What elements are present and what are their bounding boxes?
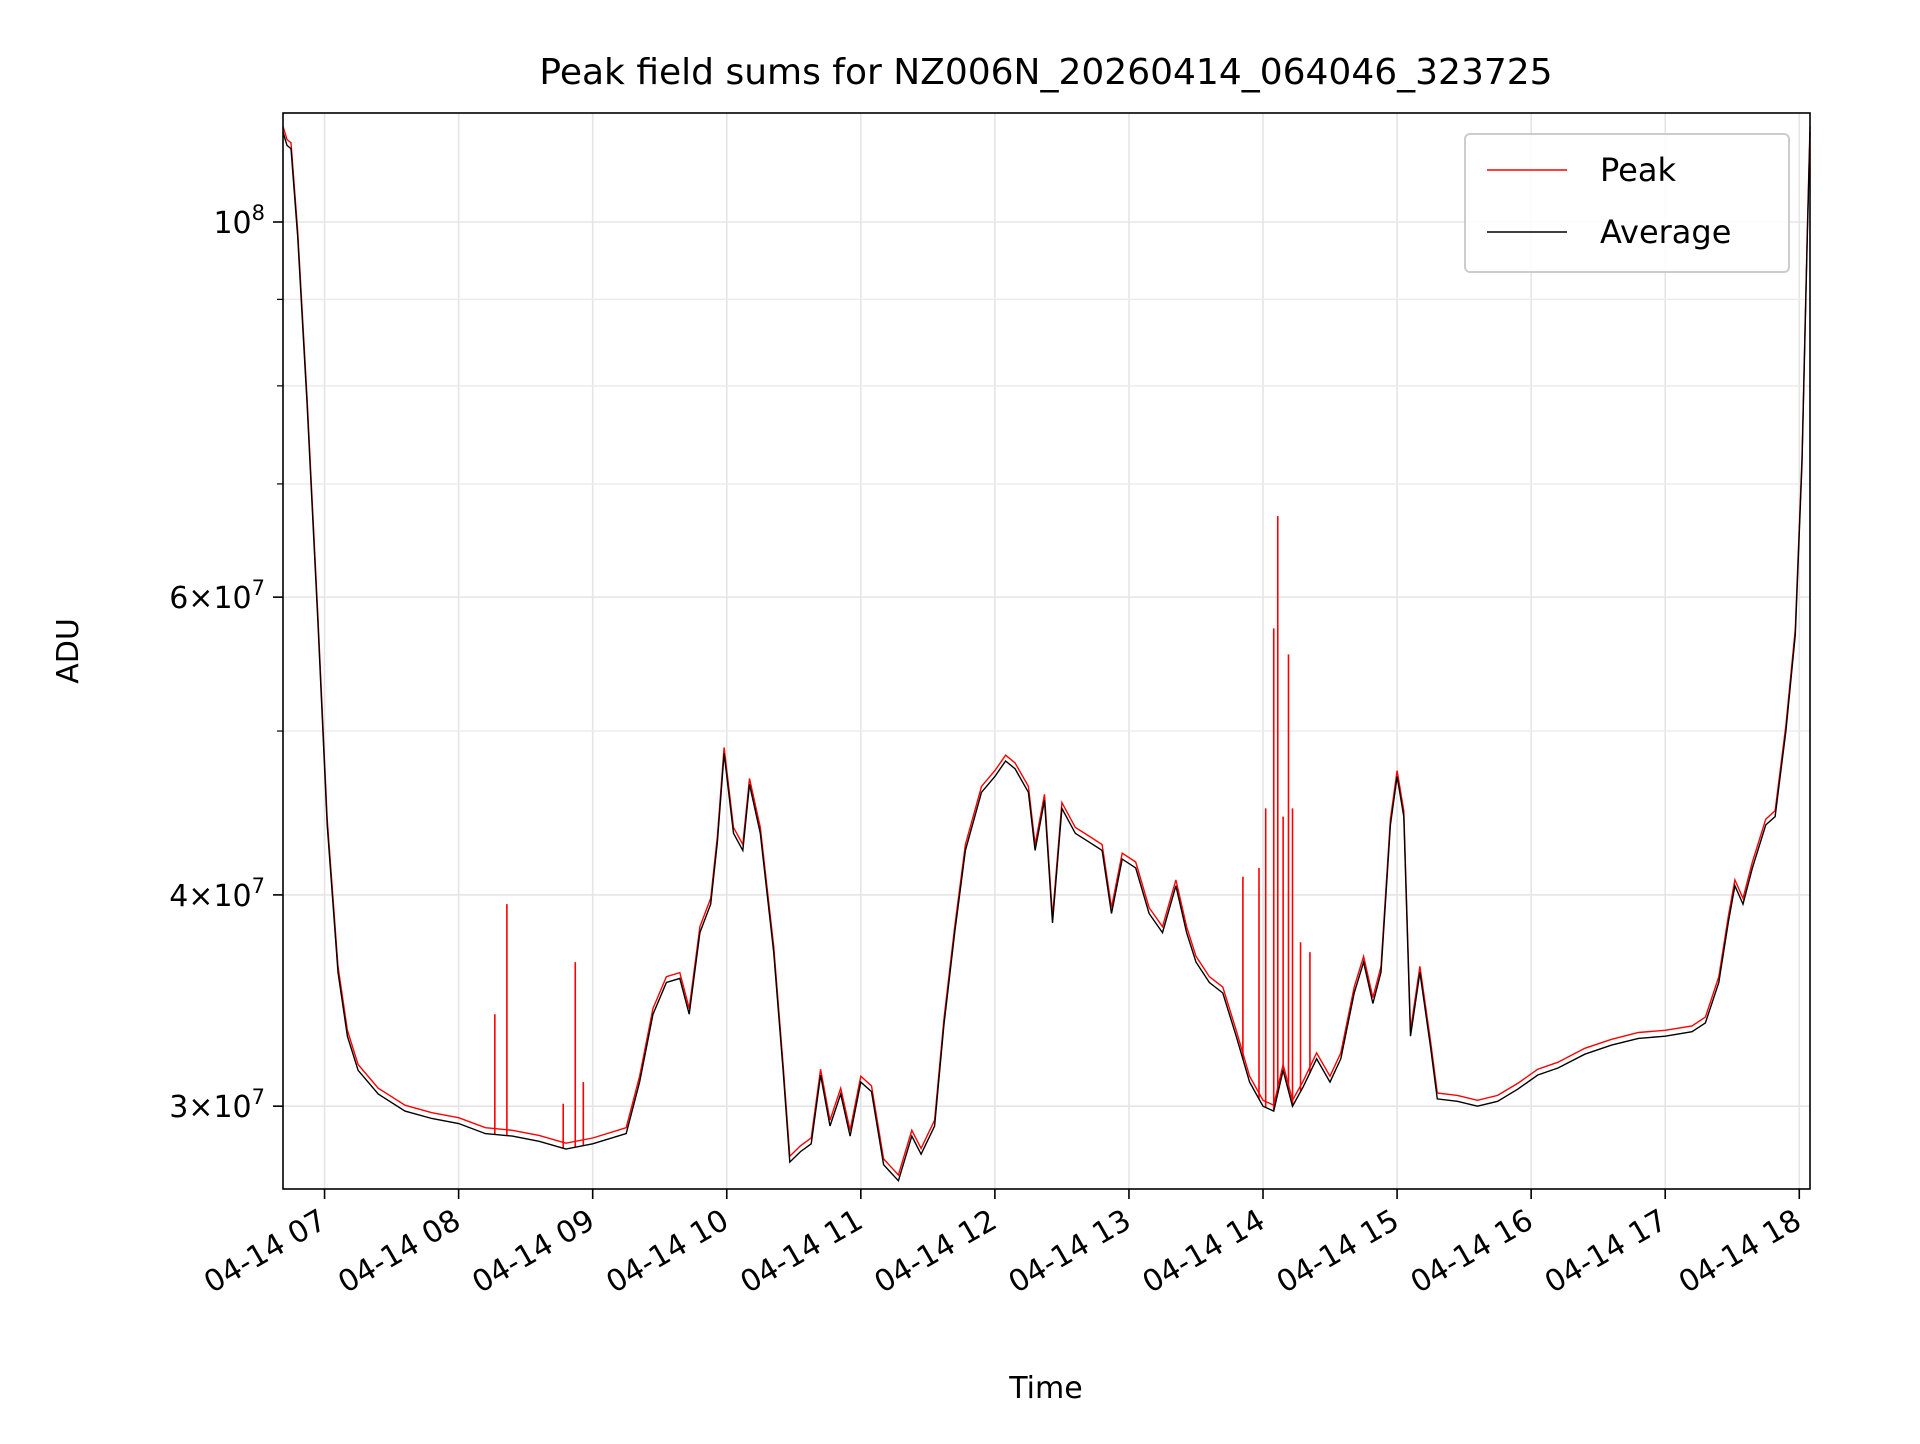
plot-frame	[282, 112, 1811, 1190]
y-tick-label: 108	[213, 201, 265, 241]
x-tick-label: 04-14 17	[1539, 1203, 1673, 1301]
series-layer	[282, 126, 1811, 1183]
legend-label-average: Average	[1600, 213, 1731, 251]
x-tick-label: 04-14 14	[1137, 1203, 1271, 1301]
x-axis: 04-14 07 04-14 08 04-14 09 04-14 10 04-14 11…	[198, 1189, 1807, 1301]
y-tick-label: 4×107	[169, 874, 265, 914]
y-axis-label: ADU	[51, 618, 86, 684]
x-axis-label: Time	[1008, 1371, 1082, 1406]
series-line-average	[282, 131, 1811, 1183]
x-tick-label: 04-14 11	[735, 1203, 869, 1301]
x-tick-label: 04-14 12	[869, 1203, 1003, 1301]
grid	[283, 113, 1810, 1189]
x-tick-label: 04-14 08	[332, 1203, 466, 1301]
x-tick-label: 04-14 13	[1003, 1203, 1137, 1301]
x-tick-label: 04-14 09	[466, 1203, 600, 1301]
peak-spikes	[494, 516, 1311, 1149]
series-line-peak	[282, 126, 1811, 1177]
x-tick-label: 04-14 16	[1405, 1203, 1539, 1301]
x-tick-label: 04-14 07	[198, 1203, 332, 1301]
legend-box	[1464, 133, 1790, 273]
legend: Peak Average	[1464, 133, 1790, 273]
x-tick-label: 04-14 18	[1673, 1203, 1807, 1301]
legend-label-peak: Peak	[1600, 151, 1676, 189]
chart-title: Peak field sums for NZ006N_20260414_0640…	[539, 52, 1552, 93]
x-tick-label: 04-14 10	[601, 1203, 735, 1301]
y-tick-label: 3×107	[169, 1085, 265, 1125]
y-tick-label: 6×107	[169, 576, 265, 616]
x-tick-label: 04-14 15	[1271, 1203, 1405, 1301]
y-axis: 3×107 4×107 6×107 108	[169, 201, 283, 1125]
